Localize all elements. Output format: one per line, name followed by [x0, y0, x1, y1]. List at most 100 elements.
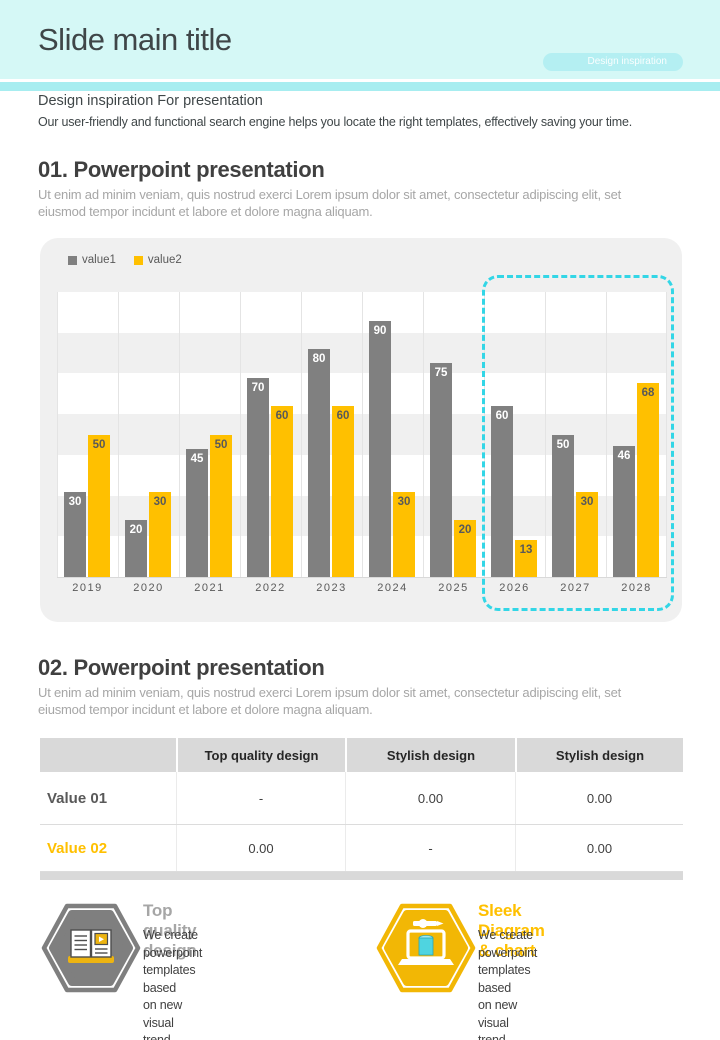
value1-bar-2023: 80 [308, 349, 330, 577]
bar-group-2021: 45 50 [179, 292, 240, 577]
open-book-icon [38, 895, 144, 1001]
bar-group-2020: 20 30 [118, 292, 179, 577]
bar-value-label: 50 [92, 438, 106, 451]
chart-gridline [301, 292, 302, 577]
chart-gridline [118, 292, 119, 577]
footer-item-body: We create powerpoint templates based on … [143, 928, 203, 1040]
x-axis-label: 2027 [560, 582, 591, 594]
bar-chart-panel: value1 value2 30 50 20 30 45 50 70 60 80 60 90 30 75 2… [40, 238, 682, 622]
bar-value-label: 70 [251, 381, 265, 394]
table-header-cell: Stylish design [515, 738, 683, 772]
laptop-pencil-icon [373, 895, 479, 1001]
value2-bar-2023: 60 [332, 406, 354, 577]
bar-value-label: 20 [458, 524, 472, 536]
header-accent-strip [0, 82, 720, 91]
legend-label: value1 [82, 254, 116, 266]
value2-bar-2019: 50 [88, 434, 110, 577]
x-axis-label: 2020 [133, 582, 164, 594]
table-header-row: Top quality design Stylish design Stylish … [40, 738, 683, 772]
bar-value-label: 30 [153, 495, 167, 508]
table-cell: 0.00 [515, 772, 683, 824]
chart-gridline [423, 292, 424, 577]
value1-bar-2021: 45 [186, 448, 208, 577]
bar-group-2022: 70 60 [240, 292, 301, 577]
bar-group-2019: 30 50 [57, 292, 118, 577]
table-bottom-strip [40, 872, 683, 880]
data-table: Top quality design Stylish design Stylish … [40, 738, 683, 880]
section-1-body: Ut enim ad minim veniam, quis nostrud ex… [38, 187, 622, 219]
table-row-label: Value 02 [47, 839, 108, 857]
page-title: Slide main title [38, 22, 232, 57]
x-axis-label: 2019 [72, 582, 103, 594]
value2-bar-2021: 50 [210, 434, 232, 577]
chart-legend: value1 value2 [68, 254, 182, 266]
table-cell: 0.00 [345, 772, 515, 824]
table-header-cell: Stylish design [345, 738, 515, 772]
bar-group-2027: 50 30 [545, 292, 606, 577]
table-cell: - [176, 772, 345, 824]
value1-bar-2025: 75 [430, 363, 452, 577]
legend-swatch [68, 255, 77, 265]
bar-value-label: 60 [495, 410, 509, 422]
legend-swatch [133, 255, 143, 265]
value2-bar-2027: 30 [576, 491, 598, 577]
bar-value-label: 46 [617, 449, 631, 462]
legend-item-value2: value2 [133, 254, 182, 266]
chart-gridline [179, 292, 180, 577]
design-inspiration-badge: Design inspiration [543, 53, 683, 71]
legend-label: value2 [147, 254, 182, 266]
x-axis-label: 2024 [377, 582, 408, 594]
intro-subtitle: Design inspiration For presentation [38, 93, 263, 109]
bar-value-label: 30 [68, 495, 82, 508]
x-axis-label: 2026 [499, 582, 530, 594]
chart-gridline [57, 292, 58, 577]
table-row: Value 02 0.00-0.00 [40, 825, 683, 872]
value1-bar-2026: 60 [491, 406, 513, 577]
x-axis-label: 2021 [194, 582, 225, 594]
bar-group-2024: 90 30 [362, 292, 423, 577]
bar-group-2028: 46 68 [606, 292, 667, 577]
footer-item-title: Top quality design [143, 901, 197, 960]
table-header-cell [40, 738, 176, 772]
value1-bar-2020: 20 [125, 520, 147, 577]
bar-value-label: 13 [519, 543, 533, 556]
value2-bar-2025: 20 [454, 520, 476, 577]
value1-bar-2024: 90 [369, 320, 391, 577]
x-axis-label: 2023 [316, 582, 347, 594]
bar-value-label: 45 [190, 452, 204, 465]
footer-item-body: We create powerpoint templates based on … [478, 928, 538, 1040]
table-cell: 0.00 [515, 825, 683, 871]
chart-gridline [666, 292, 667, 577]
bar-value-label: 60 [275, 410, 289, 422]
chart-gridline [545, 292, 546, 577]
section-2-body: Ut enim ad minim veniam, quis nostrud ex… [38, 685, 622, 717]
bar-value-label: 68 [641, 387, 655, 400]
chart-gridline [606, 292, 607, 577]
value1-bar-2028: 46 [613, 445, 635, 577]
bar-value-label: 90 [373, 324, 387, 337]
bar-group-2025: 75 20 [423, 292, 484, 577]
bar-value-label: 50 [556, 438, 570, 451]
table-cell: - [345, 825, 515, 871]
bar-value-label: 50 [214, 438, 228, 451]
table-header-cell: Top quality design [176, 738, 345, 772]
value2-bar-2024: 30 [393, 491, 415, 577]
bar-value-label: 30 [580, 495, 594, 508]
value1-bar-2019: 30 [64, 491, 86, 577]
x-axis-labels: 2019 2020 2021 2022 2023 2024 2025 2026 2027 2028 [57, 582, 667, 598]
value2-bar-2026: 13 [515, 539, 537, 577]
bar-group-2026: 60 13 [484, 292, 545, 577]
chart-gridline [240, 292, 241, 577]
value1-bar-2022: 70 [247, 377, 269, 577]
value2-bar-2028: 68 [637, 383, 659, 577]
x-axis-label: 2022 [255, 582, 286, 594]
footer-item-title: Sleek Diagram & chart [478, 901, 545, 960]
table-row: Value 01-0.00 0.00 [40, 772, 683, 825]
chart-plot-area: 30 50 20 30 45 50 70 60 80 60 90 30 75 20 60 13 50 30 46 68 [57, 292, 667, 578]
intro-body: Our user-friendly and functional search … [38, 115, 632, 129]
bar-value-label: 20 [129, 524, 143, 536]
legend-item-value1: value1 [68, 254, 116, 266]
table-row-label: Value 01 [47, 789, 108, 807]
bar-value-label: 30 [397, 495, 411, 508]
